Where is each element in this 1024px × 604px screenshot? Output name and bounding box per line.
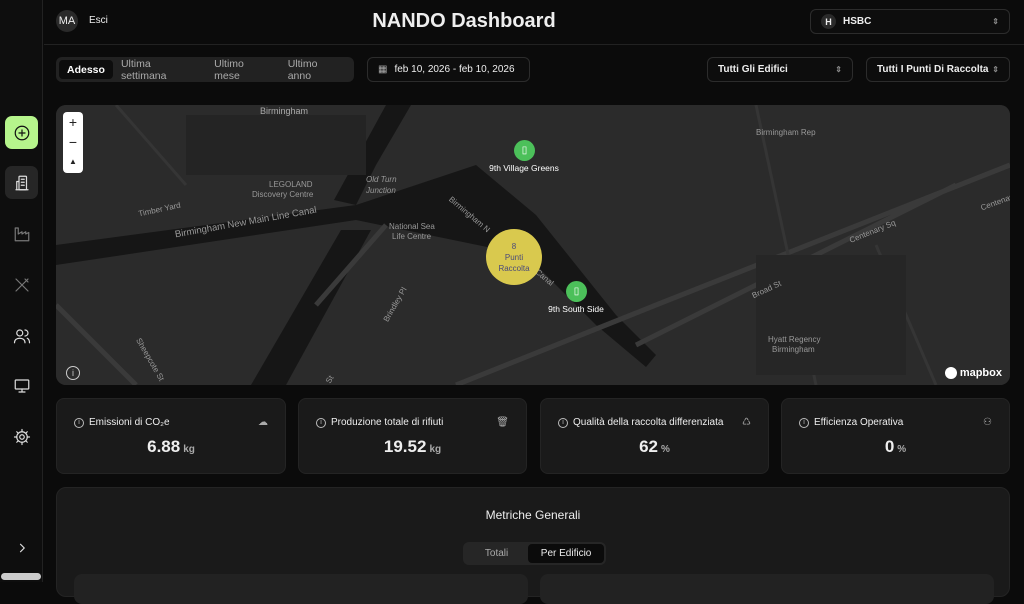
kpi-label: Qualità della raccolta differenziata (573, 417, 724, 428)
kpi-card-quality: i Qualità della raccolta differenziata ♺ … (540, 398, 769, 474)
zoom-in-button[interactable]: + (68, 114, 78, 130)
cloud-icon: ☁ (258, 417, 268, 428)
page-title: NANDO Dashboard (372, 10, 556, 32)
org-select[interactable]: H HSBC ⇕ (810, 9, 1010, 34)
points-select[interactable]: Tutti I Punti Di Raccolta ⇕ (866, 57, 1010, 82)
kpi-card-waste: i Produzione totale di rifiuti 🗑 19.52 kg (298, 398, 527, 474)
compass-button[interactable]: ▲ (69, 157, 77, 166)
utensils-icon (14, 277, 29, 292)
map-label: Old Turn (366, 175, 397, 184)
kpi-value: 6.88 kg (147, 437, 195, 456)
toggle-per-building[interactable]: Per Edificio (528, 544, 604, 563)
map-zoom-controls: + − ▲ (63, 112, 83, 173)
kpi-label: Emissioni di CO₂e (89, 417, 170, 428)
sidebar-item-buildings[interactable] (5, 166, 38, 199)
date-range-picker[interactable]: ▦ feb 10, 2026 - feb 10, 2026 (367, 57, 530, 82)
sidebar-item-utensils[interactable] (5, 268, 38, 301)
chevron-updown-icon: ⇕ (992, 17, 999, 26)
cluster-count: 8 (511, 242, 517, 251)
metrics-toggle: Totali Per Edificio (463, 542, 606, 565)
metric-subcard (74, 574, 528, 604)
map-label: Birmingham (260, 106, 309, 116)
buildings-select-value: Tutti Gli Edifici (718, 64, 788, 75)
avatar[interactable]: MA (56, 10, 78, 32)
header: MA Esci NANDO Dashboard (44, 0, 1024, 45)
date-range: feb 10, 2026 - feb 10, 2026 (394, 64, 515, 75)
org-initial: H (821, 14, 836, 29)
general-metrics-panel: Metriche Generali Totali Per Edificio (56, 487, 1010, 604)
sidebar-item-monitor[interactable] (5, 369, 38, 402)
attribution-info-icon[interactable]: i (66, 366, 80, 380)
collection-point-marker[interactable]: ▯ (514, 140, 535, 161)
map-label: Discovery Centre (252, 190, 314, 199)
tab-last-week[interactable]: Ultima settimana (120, 57, 167, 82)
kpi-value: 0% (884, 437, 907, 456)
kpi-label: Efficienza Operativa (814, 417, 904, 428)
recycle-icon: ♺ (742, 417, 751, 428)
tab-now[interactable]: Adesso (59, 60, 113, 79)
gear-icon (13, 428, 30, 445)
trash-icon: 🗑 (496, 417, 509, 428)
map-label: Junction (366, 186, 396, 195)
sidebar (0, 0, 43, 582)
sidebar-expand-button[interactable] (5, 531, 38, 564)
map-label: Birmingham (772, 345, 815, 354)
metric-subcard (540, 574, 994, 604)
add-button[interactable] (5, 116, 38, 149)
calendar-icon: ▦ (378, 64, 388, 75)
map-label: Birmingham Rep (756, 128, 816, 137)
tab-last-year[interactable]: Ultimo anno (287, 57, 318, 82)
info-icon[interactable]: i (558, 417, 568, 428)
factory-icon (14, 226, 29, 241)
org-name: HSBC (843, 16, 872, 27)
chevron-right-icon (19, 543, 25, 552)
map-label: Life Centre (392, 232, 432, 241)
toggle-totals[interactable]: Totali (484, 548, 509, 559)
map[interactable]: Birmingham LEGOLAND Discovery Centre Tim… (56, 105, 1010, 385)
sidebar-item-users[interactable] (5, 319, 38, 352)
buildings-select[interactable]: Tutti Gli Edifici ⇕ (707, 57, 853, 82)
kpi-card-emissions: i Emissioni di CO₂e ☁ 6.88 kg (56, 398, 286, 474)
cluster-label: Punti (504, 253, 524, 262)
mapbox-logo: mapbox (944, 367, 1002, 379)
chevron-updown-icon: ⇕ (992, 65, 999, 74)
scrollbar[interactable] (1, 573, 41, 580)
users-icon (13, 328, 30, 343)
marker-label: 9th Village Greens (489, 163, 559, 173)
kpi-value: 62% (639, 437, 670, 456)
plus-circle-icon (14, 125, 29, 140)
map-label: LEGOLAND (269, 180, 313, 189)
map-label: Hyatt Regency (768, 335, 821, 344)
logout-link[interactable]: Esci (89, 15, 108, 26)
points-select-value: Tutti I Punti Di Raccolta (877, 64, 989, 75)
sidebar-item-factory[interactable] (5, 217, 38, 250)
map-label: National Sea (389, 222, 435, 231)
sidebar-item-settings[interactable] (5, 420, 38, 453)
marker-label: 9th South Side (548, 304, 604, 314)
period-tabs: Adesso Ultima settimana Ultimo mese Ulti… (56, 57, 354, 82)
section-title: Metriche Generali (485, 508, 581, 522)
collection-point-marker[interactable]: ▯ (566, 281, 587, 302)
cluster-marker[interactable]: 8 Punti Raccolta (486, 229, 542, 285)
zoom-out-button[interactable]: − (68, 134, 78, 150)
cluster-label: Raccolta (498, 264, 530, 273)
user-cog-icon: ⚇ (983, 417, 992, 428)
info-icon[interactable]: i (316, 417, 326, 428)
chevron-updown-icon: ⇕ (835, 65, 842, 74)
tab-last-month[interactable]: Ultimo mese (214, 57, 244, 82)
info-icon[interactable]: i (799, 417, 809, 428)
monitor-icon (14, 378, 29, 393)
kpi-label: Produzione totale di rifiuti (331, 417, 444, 428)
kpi-value: 19.52 kg (383, 437, 442, 456)
info-icon[interactable]: i (74, 417, 84, 428)
building-icon (14, 175, 29, 190)
kpi-card-efficiency: i Efficienza Operativa ⚇ 0% (781, 398, 1010, 474)
